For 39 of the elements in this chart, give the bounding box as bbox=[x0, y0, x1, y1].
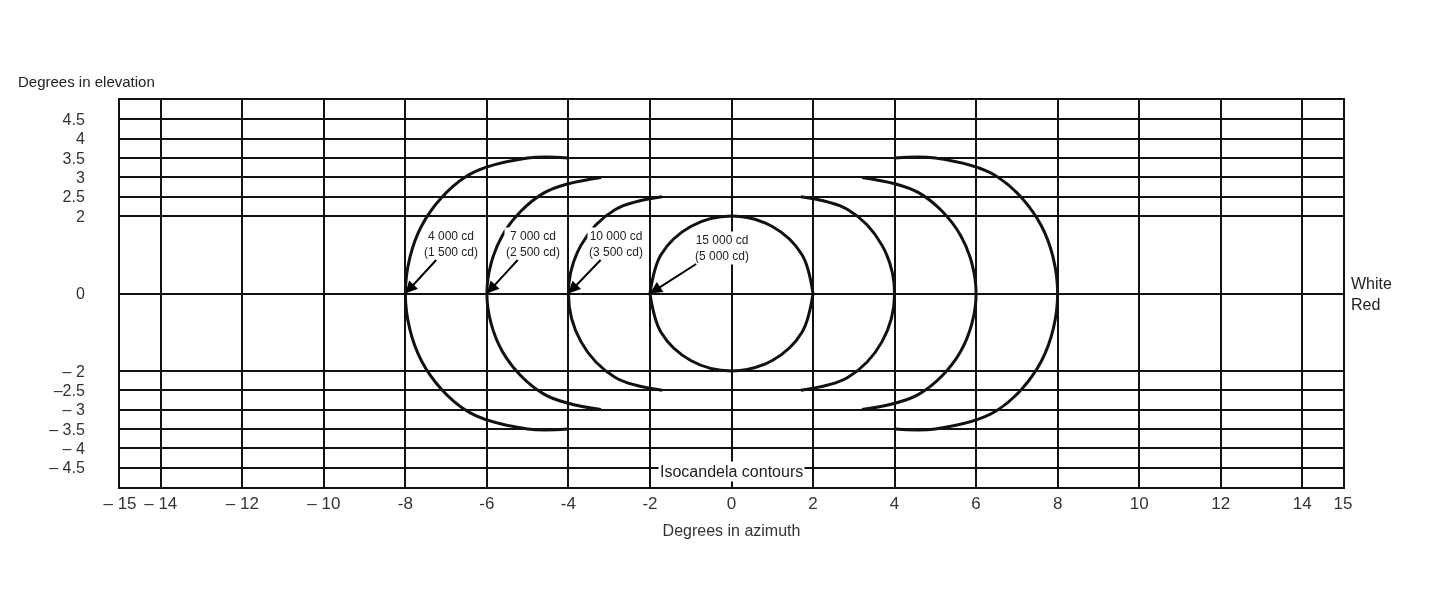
x-tick-label: -4 bbox=[560, 494, 576, 514]
x-tick-label: -8 bbox=[397, 494, 413, 514]
x-tick-label: -2 bbox=[642, 494, 658, 514]
x-tick-label: 2 bbox=[808, 494, 818, 514]
x-tick-label: 0 bbox=[726, 494, 737, 514]
x-tick-label: 12 bbox=[1211, 494, 1231, 514]
x-tick-label: – 12 bbox=[225, 494, 259, 514]
x-tick-label: – 10 bbox=[307, 494, 341, 514]
y-tick-label: – 4 bbox=[62, 439, 85, 457]
y-tick-label: 4.5 bbox=[62, 110, 85, 128]
text: Red bbox=[1351, 296, 1381, 313]
x-tick-label: 8 bbox=[1052, 494, 1063, 514]
y-tick-label: –2.5 bbox=[53, 381, 85, 399]
text: White bbox=[1351, 275, 1392, 292]
annotation: 4 000 cd (1 500 cd) bbox=[424, 229, 479, 259]
x-tick-label: – 14 bbox=[144, 494, 178, 514]
y-tick-label: – 3 bbox=[62, 401, 85, 419]
x-tick-label: 6 bbox=[971, 494, 981, 514]
x-axis-title: Degrees in azimuth bbox=[662, 521, 801, 539]
y-tick-label: – 4.5 bbox=[49, 459, 85, 477]
x-tick-label: 4 bbox=[889, 494, 900, 514]
annotation: 15 000 cd (5 000 cd) bbox=[695, 233, 750, 263]
x-tick-label: – 15 bbox=[103, 494, 137, 514]
x-tick-label: 15 bbox=[1333, 494, 1353, 514]
y-tick-label: 0 bbox=[75, 285, 85, 303]
annotation: 10 000 cd (3 500 cd) bbox=[589, 229, 644, 259]
x-tick-label: 14 bbox=[1292, 494, 1312, 514]
x-tick-label: -6 bbox=[479, 494, 495, 514]
y-axis-title: Degrees in elevation bbox=[18, 73, 155, 90]
x-tick-label: 10 bbox=[1129, 494, 1149, 514]
y-tick-label: 3 bbox=[75, 169, 85, 186]
y-tick-label: 2.5 bbox=[62, 188, 85, 206]
y-tick-label: 2 bbox=[75, 207, 85, 225]
annotation: 7 000 cd (2 500 cd) bbox=[506, 229, 561, 259]
y-tick-label: 4 bbox=[75, 130, 85, 148]
annotation: Isocandela contours bbox=[660, 463, 804, 480]
y-tick-label: – 3.5 bbox=[49, 420, 85, 438]
y-tick-label: 3.5 bbox=[62, 149, 85, 167]
y-tick-label: – 2 bbox=[62, 362, 85, 380]
